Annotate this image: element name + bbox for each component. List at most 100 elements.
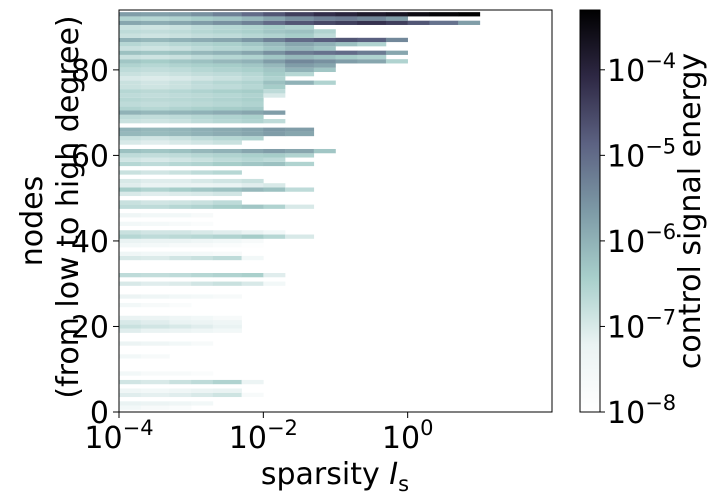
heatmap-cell	[119, 93, 142, 98]
heatmap-cell	[169, 131, 192, 137]
heatmap-cell	[119, 50, 142, 55]
heatmap-cell	[191, 110, 214, 115]
heatmap-cell	[313, 63, 336, 68]
heatmap-cell	[140, 294, 170, 299]
heatmap-cell	[169, 392, 192, 398]
heatmap-cell	[169, 24, 192, 30]
heatmap-cell	[191, 153, 214, 158]
heatmap-cell	[169, 42, 192, 47]
heatmap-cell	[241, 42, 264, 47]
heatmap-cell	[212, 170, 242, 175]
heatmap-cell	[140, 110, 170, 115]
heatmap-cell	[212, 153, 242, 158]
heatmap-cell	[357, 59, 387, 64]
y-tick-label: 20	[71, 310, 109, 345]
heatmap-cell	[263, 93, 286, 98]
heatmap-cell	[212, 72, 242, 77]
heatmap-cell	[212, 255, 242, 261]
heatmap-cell	[241, 46, 264, 51]
heatmap-cell	[241, 281, 264, 286]
heatmap-cell	[212, 234, 242, 239]
heatmap-cells	[119, 12, 481, 410]
heatmap-cell	[263, 12, 286, 17]
heatmap-cell	[169, 127, 192, 132]
heatmap-cell	[313, 46, 336, 51]
heatmap-cell	[241, 24, 264, 30]
heatmap-cell	[241, 37, 264, 43]
heatmap-cell	[140, 341, 170, 346]
heatmap-cell	[335, 12, 358, 17]
heatmap-cell	[241, 230, 264, 235]
heatmap-cell	[191, 67, 214, 73]
heatmap-cell	[140, 46, 170, 51]
heatmap-cell	[191, 281, 214, 286]
heatmap-cell	[212, 93, 242, 98]
heatmap-cell	[119, 131, 142, 137]
heatmap-cell	[212, 238, 242, 244]
colorbar-tick-label: 10−7	[607, 305, 676, 345]
heatmap-cell	[191, 392, 214, 398]
heatmap-cell	[263, 84, 286, 90]
heatmap-cell	[313, 67, 336, 73]
heatmap-cell	[119, 234, 142, 239]
heatmap-cell	[357, 16, 387, 21]
heatmap-cell	[119, 191, 142, 197]
heatmap-cell	[169, 54, 192, 60]
y-axis: 0 20 40 60 80	[71, 54, 119, 431]
heatmap-cell	[119, 273, 142, 278]
heatmap-cell	[263, 187, 286, 192]
heatmap-cell	[140, 281, 170, 286]
heatmap-cell	[140, 76, 170, 81]
heatmap-cell	[169, 255, 192, 261]
heatmap-cell	[263, 89, 286, 94]
heatmap-cell	[191, 59, 214, 64]
heatmap-cell	[212, 33, 242, 38]
heatmap-cell	[191, 12, 214, 17]
heatmap-cell	[191, 187, 214, 192]
heatmap-cell	[119, 183, 142, 188]
heatmap-cell	[140, 127, 170, 132]
heatmap-cell	[169, 213, 192, 218]
heatmap-cell	[241, 33, 264, 38]
heatmap-cell	[313, 29, 336, 34]
heatmap-cell	[119, 187, 142, 192]
heatmap-cell	[212, 131, 242, 137]
heatmap-cell	[285, 46, 315, 51]
heatmap-cell	[385, 12, 408, 17]
heatmap-cell	[119, 157, 142, 162]
heatmap-cell	[285, 50, 315, 55]
heatmap-cell	[191, 341, 214, 346]
heatmap-cell	[119, 251, 142, 256]
heatmap-cell	[335, 37, 358, 43]
heatmap-cell	[119, 200, 142, 205]
heatmap-cell	[140, 213, 170, 218]
heatmap-cell	[241, 101, 264, 107]
heatmap-cell	[241, 16, 264, 21]
heatmap-cell	[169, 114, 192, 120]
heatmap-cell	[385, 37, 408, 43]
heatmap-cell	[212, 243, 242, 248]
heatmap-cell	[140, 29, 170, 34]
heatmap-cell	[212, 110, 242, 115]
heatmap-cell	[119, 354, 142, 359]
heatmap-cell	[263, 153, 286, 158]
heatmap-cell	[429, 12, 459, 17]
heatmap-cell	[169, 320, 192, 325]
heatmap-cell	[140, 59, 170, 64]
heatmap-cell	[263, 127, 286, 132]
heatmap-cell	[169, 76, 192, 81]
heatmap-cell	[263, 33, 286, 38]
heatmap-cell	[191, 328, 214, 333]
heatmap-cell	[119, 213, 142, 218]
heatmap-cell	[285, 153, 315, 158]
heatmap-cell	[241, 80, 264, 85]
heatmap-cell	[119, 110, 142, 115]
heatmap-cell	[212, 294, 242, 299]
heatmap-cell	[263, 24, 286, 30]
y-axis-label-line1: nodes	[15, 176, 50, 267]
heatmap-cell	[263, 16, 286, 21]
heatmap-cell	[385, 16, 408, 21]
heatmap-cell	[212, 84, 242, 90]
heatmap-cell	[241, 161, 264, 167]
colorbar-label: control signal energy	[673, 53, 708, 369]
